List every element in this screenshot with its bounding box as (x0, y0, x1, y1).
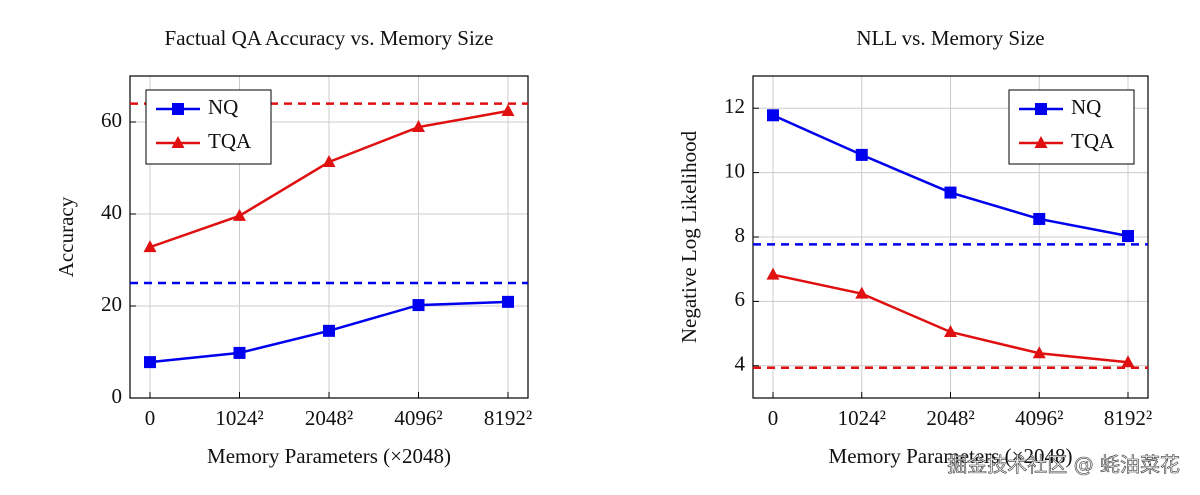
marker-square (412, 299, 425, 312)
x-axis-label: Memory Parameters (×2048) (207, 444, 451, 468)
marker-square (767, 109, 779, 122)
y-tick-label: 8 (735, 223, 746, 247)
x-tick-label: 8192² (484, 406, 532, 430)
y-axis-label: Negative Log Likelihood (677, 130, 701, 343)
marker-square (944, 186, 957, 199)
plot-frame (129, 75, 529, 399)
marker-triangle (855, 286, 869, 299)
y-axis-label: Accuracy (54, 196, 78, 277)
marker-square (1122, 230, 1134, 243)
marker-square (172, 103, 184, 115)
legend-label: NQ (208, 95, 238, 119)
legend-label: TQA (208, 129, 252, 153)
marker-square (855, 148, 868, 161)
y-tick-label: 60 (101, 108, 122, 132)
y-tick-label: 0 (112, 384, 123, 408)
x-tick-label: 8192² (1104, 406, 1152, 430)
marker-square (1035, 103, 1047, 115)
legend-label: TQA (1071, 129, 1115, 153)
x-tick-label: 2048² (926, 406, 974, 430)
watermark: 掘金技术社区 @ 蚝油菜花 (947, 453, 1180, 477)
x-axis-label: Memory Parameters (×2048) (829, 444, 1073, 468)
marker-triangle (1121, 355, 1135, 368)
plot-frame (752, 75, 1149, 399)
legend-box (145, 89, 272, 165)
marker-triangle (1032, 346, 1046, 359)
chart-title: Factual QA Accuracy vs. Memory Size (165, 26, 494, 50)
marker-triangle (766, 267, 780, 280)
x-tick-label: 4096² (1015, 406, 1063, 430)
marker-square (233, 346, 246, 359)
x-tick-label: 0 (768, 406, 779, 430)
x-tick-label: 1024² (838, 406, 886, 430)
chart-title: NLL vs. Memory Size (856, 26, 1044, 50)
marker-triangle (1034, 136, 1048, 148)
marker-triangle (944, 324, 957, 337)
marker-triangle (501, 103, 515, 116)
y-tick-label: 10 (724, 158, 745, 182)
x-tick-label: 0 (145, 406, 156, 430)
marker-square (323, 324, 335, 337)
marker-triangle (412, 120, 425, 133)
marker-square (502, 295, 514, 308)
y-tick-label: 20 (101, 292, 122, 316)
y-tick-label: 12 (724, 94, 745, 118)
legend-box (1008, 89, 1135, 165)
marker-triangle (171, 136, 185, 148)
legend-label: NQ (1071, 95, 1101, 119)
y-tick-label: 40 (101, 200, 122, 224)
y-tick-label: 6 (735, 287, 746, 311)
x-tick-label: 2048² (305, 406, 353, 430)
marker-triangle (233, 208, 246, 221)
x-tick-label: 1024² (215, 406, 263, 430)
x-tick-label: 4096² (394, 406, 442, 430)
marker-triangle (322, 155, 336, 168)
marker-square (144, 356, 156, 369)
y-tick-label: 4 (735, 352, 746, 376)
marker-square (1033, 212, 1046, 225)
marker-triangle (143, 240, 157, 253)
